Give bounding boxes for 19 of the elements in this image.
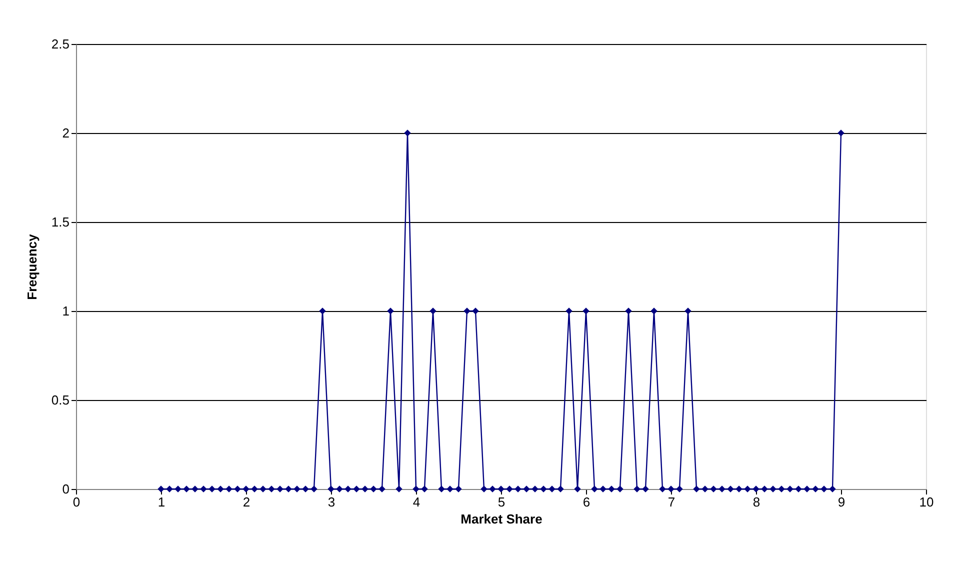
x-tick-label: 6 [582,494,590,510]
x-tick-label: 1 [158,494,166,510]
x-tick-label: 4 [412,494,420,510]
y-tick-label: 0 [62,482,70,496]
x-axis-title: Market Share [460,512,542,526]
y-tick-label: 1 [62,304,70,318]
y-tick-label: 2.5 [51,36,70,52]
y-tick-label: 2 [62,126,70,140]
x-tick-label: 10 [919,494,934,510]
y-tick-label: 1.5 [51,214,70,230]
x-tick-label: 5 [498,494,506,510]
x-tick-label: 7 [668,494,676,510]
y-axis-title: Frequency [24,233,40,300]
x-tick-label: 9 [838,494,846,510]
x-tick-label: 3 [328,494,336,510]
x-tick-label: 8 [752,494,760,510]
x-tick-label: 2 [242,494,250,510]
y-tick-label: 0.5 [51,392,70,408]
x-tick-label: 0 [72,494,80,510]
